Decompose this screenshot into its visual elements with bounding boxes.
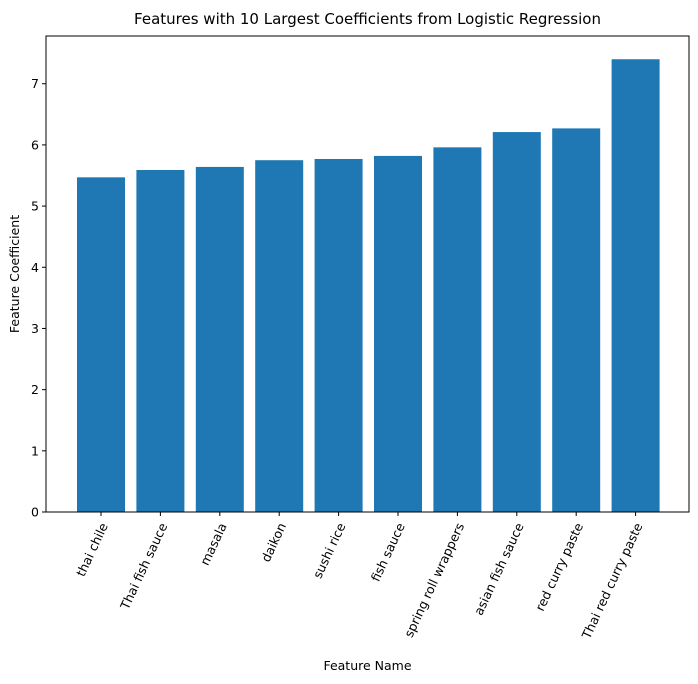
x-tick-label: sushi rice bbox=[310, 520, 349, 581]
bar-4 bbox=[314, 158, 363, 513]
bar-7 bbox=[492, 132, 541, 512]
bar-9 bbox=[611, 59, 660, 512]
y-tick-label: 6 bbox=[31, 137, 39, 152]
bar-0 bbox=[77, 177, 125, 512]
x-tick-label: red curry paste bbox=[532, 520, 586, 613]
x-tick-label: asian fish sauce bbox=[471, 520, 527, 617]
y-axis-label: Feature Coefficient bbox=[7, 215, 22, 333]
bar-1 bbox=[136, 169, 185, 513]
bar-5 bbox=[374, 155, 422, 513]
y-tick-label: 3 bbox=[31, 321, 39, 336]
bar-8 bbox=[552, 128, 601, 512]
y-axis-ticks: 0 1 2 3 4 5 6 7 bbox=[31, 76, 46, 520]
x-tick-label: fish sauce bbox=[368, 520, 408, 584]
plot-frame bbox=[45, 35, 690, 513]
x-tick-label: masala bbox=[197, 520, 230, 567]
x-axis-ticks: thai chile Thai fish sauce masala daikon sus… bbox=[73, 512, 646, 642]
x-axis-label: Feature Name bbox=[323, 658, 411, 673]
x-tick-label: daikon bbox=[258, 520, 289, 564]
x-tick-label: Thai red curry paste bbox=[578, 520, 645, 642]
y-tick-label: 5 bbox=[31, 199, 39, 214]
y-tick-label: 0 bbox=[31, 505, 39, 520]
y-tick-label: 4 bbox=[31, 260, 39, 275]
bar-3 bbox=[255, 160, 304, 512]
x-tick-label: thai chile bbox=[73, 520, 111, 579]
y-tick-label: 7 bbox=[31, 76, 39, 91]
y-tick-label: 1 bbox=[31, 443, 39, 458]
bar-2 bbox=[195, 166, 244, 512]
y-tick-label: 2 bbox=[31, 382, 39, 397]
bars-group bbox=[77, 59, 660, 513]
x-tick-label: spring roll wrappers bbox=[401, 520, 467, 639]
bar-6 bbox=[433, 147, 482, 512]
x-tick-label: Thai fish sauce bbox=[117, 520, 171, 612]
chart-title: Features with 10 Largest Coefficients fr… bbox=[134, 10, 601, 28]
